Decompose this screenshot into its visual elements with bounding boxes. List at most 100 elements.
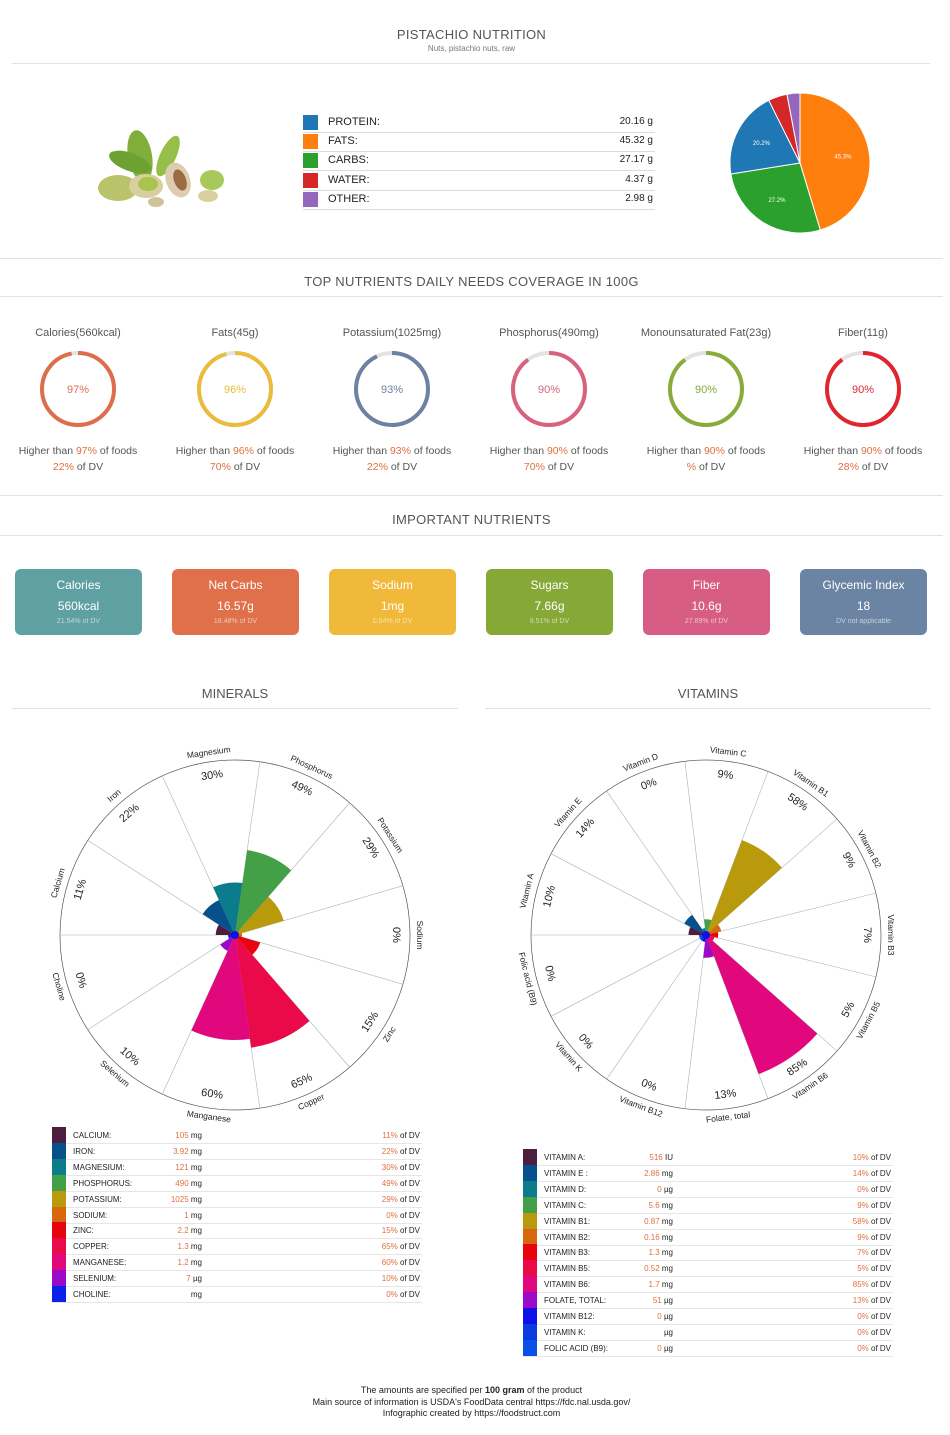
ring-percent: 90% xyxy=(538,384,560,396)
legend-swatch xyxy=(52,1254,66,1271)
polar-value-label: 60% xyxy=(200,1087,224,1102)
pie-slice-label: 27.2% xyxy=(768,198,786,204)
polar-bar-vitamin-a xyxy=(688,926,706,935)
nutrient-row: VITAMIN B12: 0 µg 0% of DV xyxy=(523,1308,893,1325)
coverage-rank: Higher than 97% of foods xyxy=(18,445,138,457)
polar-bar-vitamin-e xyxy=(684,914,706,935)
pistachio-leaf xyxy=(109,150,151,174)
nutrient-dv: 0% of DV xyxy=(386,1210,420,1220)
polar-category-label: Iron xyxy=(105,787,123,804)
card-dv: DV not applicable xyxy=(836,618,891,625)
polar-category-label: Zinc xyxy=(381,1024,398,1044)
coverage-ring: 93% xyxy=(354,351,430,427)
nutrient-dv: 15% of DV xyxy=(381,1226,420,1236)
macro-row-water: WATER: 4.37 g xyxy=(303,172,655,191)
nutrient-row: ZINC: 2.2 mg 15% of DV xyxy=(52,1222,422,1240)
pie-slice-other xyxy=(786,92,801,164)
coverage-dv: 28% of DV xyxy=(837,461,889,473)
polar-gridline xyxy=(87,840,236,936)
nutrient-dv: 60% of DV xyxy=(381,1258,420,1268)
nutrient-amount: 7 µg xyxy=(186,1274,202,1284)
polar-value-label: 15% xyxy=(359,1009,381,1034)
polar-gridline xyxy=(705,934,876,978)
nutrient-label: PHOSPHORUS: xyxy=(73,1178,133,1188)
header-divider xyxy=(12,63,930,64)
polar-bar-calcium xyxy=(215,924,235,935)
page-subtitle: Nuts, pistachio nuts, raw xyxy=(427,44,516,53)
nutrient-label: CHOLINE: xyxy=(73,1290,111,1299)
card-label: Glycemic Index xyxy=(822,578,905,592)
coverage-dv: 22% of DV xyxy=(366,461,418,473)
nutrient-amount: 51 µg xyxy=(652,1296,673,1306)
vitamins-polar-chart: Vitamin A 10% Vitamin E14% Vitamin D 0% Vitam… xyxy=(517,744,896,1124)
macro-label: CARBS: xyxy=(328,154,369,166)
legend-swatch xyxy=(523,1164,537,1181)
nutrient-row: CALCIUM: 105 mg 11% of DV xyxy=(52,1127,422,1144)
nutrient-row: POTASSIUM: 1025 mg 29% of DV xyxy=(52,1190,422,1208)
footer-line-2: Main source of information is USDA's Foo… xyxy=(312,1396,631,1407)
legend-swatch xyxy=(52,1142,66,1159)
polar-category-label: Folic acid (B9) xyxy=(517,951,540,1006)
polar-value-label: 30% xyxy=(200,768,224,783)
legend-swatch xyxy=(52,1158,66,1175)
ring-progress xyxy=(40,351,116,427)
polar-gridline xyxy=(705,818,838,936)
legend-swatch xyxy=(303,173,318,188)
polar-value-label: 22% xyxy=(117,801,142,825)
nutrient-amount: 5.6 mg xyxy=(648,1200,673,1210)
coverage-name: Fiber(11g) xyxy=(838,327,888,339)
nutrient-dv: 0% of DV xyxy=(857,1327,891,1337)
nutrient-dv: 58% of DV xyxy=(852,1216,891,1226)
nutrient-dv: 9% of DV xyxy=(857,1200,891,1210)
nutrient-dv: 9% of DV xyxy=(857,1232,891,1242)
legend-swatch xyxy=(52,1190,66,1207)
card-glycemic-index: Glycemic Index 18 DV not applicable xyxy=(800,569,927,635)
polar-value-label: 58% xyxy=(785,791,810,814)
macro-value: 4.37 g xyxy=(625,174,653,185)
legend-swatch xyxy=(523,1292,537,1309)
ring-percent: 90% xyxy=(695,384,717,396)
polar-category-label: Choline xyxy=(50,971,68,1002)
polar-gridline xyxy=(550,934,707,1017)
nutrient-row: VITAMIN B5: 0.52 mg 5% of DV xyxy=(523,1260,893,1278)
card-label: Sodium xyxy=(372,578,413,592)
coverage-dv: 22% of DV xyxy=(52,461,104,473)
nutrient-dv: 10% of DV xyxy=(381,1274,420,1284)
polar-gridline xyxy=(684,761,707,936)
nutrient-label: FOLATE, TOTAL: xyxy=(544,1296,607,1306)
footer-line-1: The amounts are specified per 100 gram o… xyxy=(360,1385,583,1395)
polar-value-label: 10% xyxy=(541,884,558,908)
nutrient-label: VITAMIN C: xyxy=(544,1200,587,1210)
nutrient-label: COPPER: xyxy=(73,1242,110,1252)
coverage-ring: 90% xyxy=(825,351,901,427)
nutrient-row: VITAMIN B2: 0.16 mg 9% of DV xyxy=(523,1228,893,1246)
polar-value-label: 5% xyxy=(839,1000,857,1020)
nutrient-dv: 13% of DV xyxy=(852,1296,891,1306)
pie-slice-carbs xyxy=(730,162,821,234)
legend-swatch xyxy=(303,115,318,130)
page-title: PISTACHIO NUTRITION xyxy=(396,27,547,42)
coverage-name: Calories(560kcal) xyxy=(35,327,121,339)
nutrient-amount: 0 µg xyxy=(657,1184,673,1194)
nutrient-row: VITAMIN D: 0 µg 0% of DV xyxy=(523,1180,893,1198)
card-dv: 21.54% of DV xyxy=(56,618,101,625)
polar-value-label: 11% xyxy=(72,878,90,902)
coverage-name: Potassium(1025mg) xyxy=(342,327,442,339)
polar-value-label: 14% xyxy=(574,816,598,841)
legend-swatch xyxy=(523,1196,537,1213)
coverage-rank: Higher than 90% of foods xyxy=(489,445,609,457)
nutrient-label: VITAMIN B5: xyxy=(544,1264,591,1274)
polar-category-label: Vitamin B3 xyxy=(886,915,896,956)
legend-swatch xyxy=(52,1206,66,1223)
macro-value: 2.98 g xyxy=(625,193,653,204)
nutrient-dv: 0% of DV xyxy=(857,1343,891,1353)
polar-bar-iron xyxy=(202,899,235,935)
polar-bar-vitamin-b1 xyxy=(706,840,782,935)
nutrient-amount: mg xyxy=(190,1290,202,1299)
nutrient-dv: 0% of DV xyxy=(386,1290,420,1299)
coverage-ring: 97% xyxy=(40,351,116,427)
polar-gridline xyxy=(705,892,876,936)
macro-label: PROTEIN: xyxy=(328,116,380,128)
card-label: Sugars xyxy=(530,578,569,592)
pie-slice-protein xyxy=(729,99,801,175)
